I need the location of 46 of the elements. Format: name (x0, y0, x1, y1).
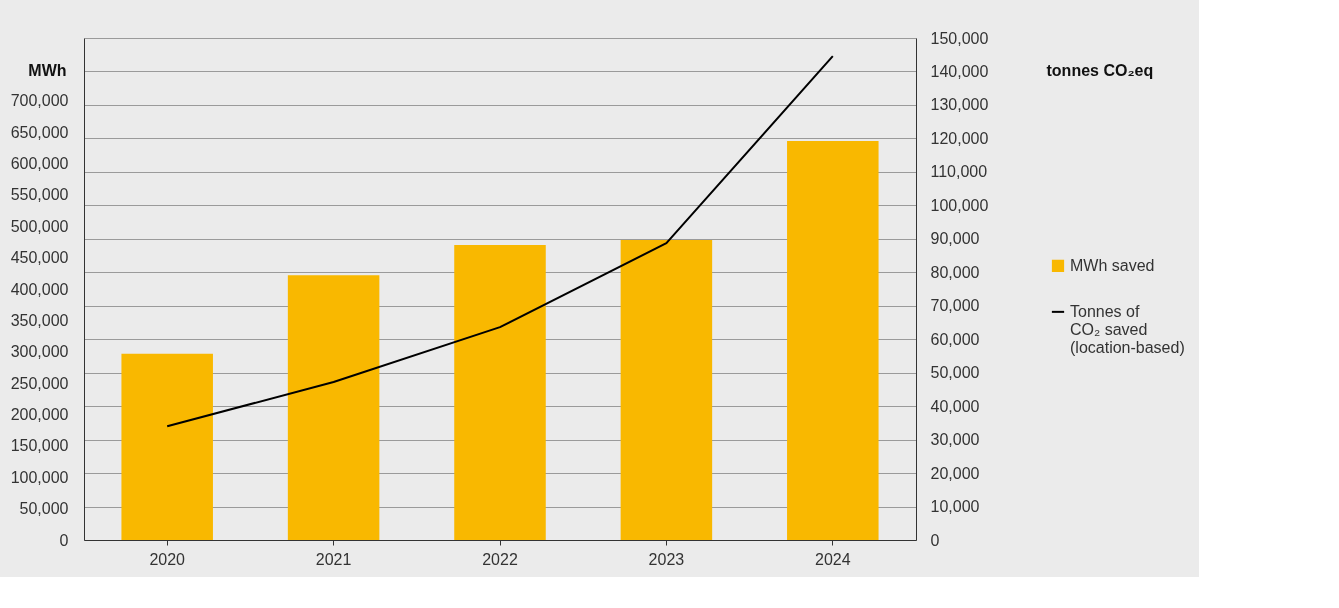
bar (287, 275, 380, 540)
legend-label: MWh saved (1070, 256, 1155, 274)
y2-axis-title: tonnes CO₂eq (1046, 61, 1154, 79)
x-tick-label: 2021 (315, 550, 352, 568)
y2-tick-label: 90,000 (930, 230, 980, 248)
y2-tick-label: 110,000 (930, 163, 988, 181)
y2-tick-label: 60,000 (930, 330, 980, 348)
y2-tick-label: 150,000 (930, 29, 989, 47)
y2-tick-label: 20,000 (930, 464, 980, 482)
bar (620, 240, 713, 540)
y2-tick-label: 40,000 (930, 397, 980, 415)
y2-tick-label: 80,000 (930, 263, 980, 281)
y-tick-label: 200,000 (10, 406, 69, 423)
y2-tick-label: 30,000 (930, 431, 980, 449)
legend-label: Tonnes of CO₂ saved (location-based) (1070, 302, 1185, 356)
y-tick-label: 300,000 (10, 343, 69, 361)
y-tick-label: 250,000 (10, 374, 69, 392)
x-tick-label: 2022 (482, 550, 518, 568)
y-tick-label: 350,000 (10, 311, 69, 329)
y-tick-label: 500,000 (10, 217, 69, 235)
y-tick-label: 150,000 (10, 437, 69, 455)
y-tick-label: 650,000 (10, 123, 69, 141)
y2-tick-label: 100,000 (930, 196, 989, 214)
bar (454, 245, 546, 540)
x-tick-label: 2024 (815, 550, 851, 568)
y2-tick-label: 140,000 (930, 62, 989, 80)
y-tick-label: 700,000 (10, 92, 69, 110)
y-tick-label: 100,000 (10, 468, 69, 486)
bar (121, 353, 213, 540)
y2-tick-label: 130,000 (930, 96, 989, 114)
y2-tick-label: 0 (930, 531, 940, 549)
x-tick-label: 2020 (149, 550, 186, 568)
y-tick-label: 450,000 (10, 249, 69, 267)
line-series (166, 55, 834, 428)
y-tick-label: 50,000 (19, 500, 69, 518)
y2-tick-label: 10,000 (930, 498, 980, 516)
y2-tick-label: 50,000 (930, 364, 980, 382)
y-tick-label: 0 (59, 531, 69, 549)
y-tick-label: 550,000 (10, 186, 69, 204)
y-tick-label: 600,000 (10, 155, 69, 172)
y2-tick-label: 120,000 (930, 129, 989, 147)
x-tick-label: 2023 (648, 550, 685, 568)
y-axis-title: MWh (28, 61, 67, 79)
y2-tick-label: 70,000 (930, 297, 980, 315)
y-tick-label: 400,000 (10, 280, 69, 298)
bar (787, 140, 879, 540)
